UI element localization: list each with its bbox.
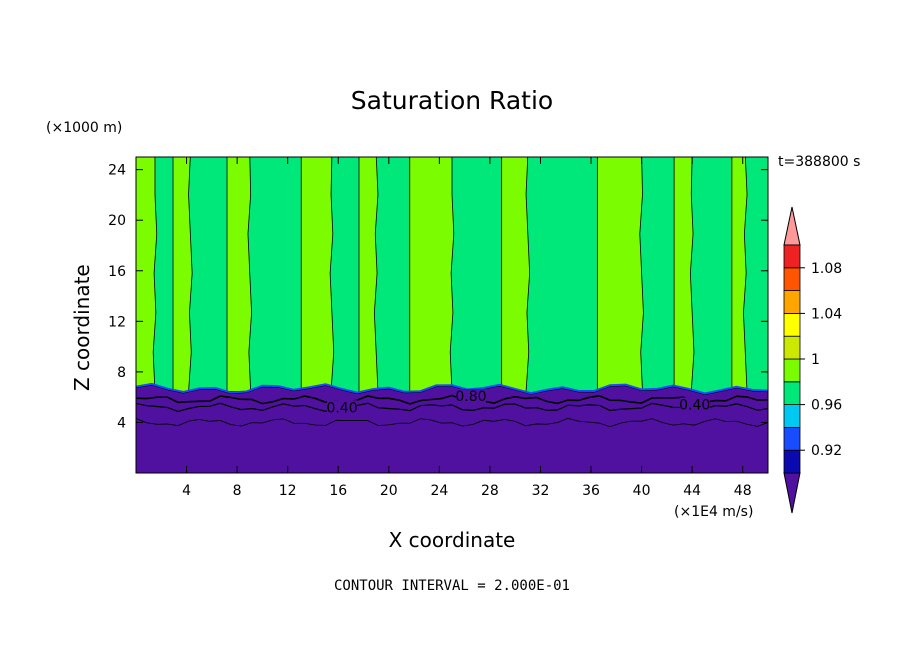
supersaturated-band: [226, 157, 252, 392]
x-tick-label: 4: [182, 483, 191, 499]
colorbar-label: 1: [811, 352, 820, 368]
contour-line: [136, 394, 768, 405]
chart-title: Saturation Ratio: [350, 86, 554, 115]
x-tick-label: 16: [329, 483, 347, 499]
colorbar-segment: [783, 449, 801, 474]
contour-label: 0.40: [679, 398, 710, 414]
x-tick-label: 44: [683, 483, 701, 499]
x-tick-label: 8: [233, 483, 242, 499]
supersaturated-band: [596, 157, 644, 392]
contour-label-bg: [679, 397, 710, 412]
plot-frame: [135, 156, 769, 474]
colorbar-extend-max: [783, 206, 801, 246]
colorbar-segment: [783, 267, 801, 291]
supersaturated-band: [136, 157, 158, 392]
supersaturated-band: [731, 157, 748, 392]
contour-label-bg: [455, 388, 486, 403]
colorbar-label: 1.04: [811, 306, 842, 322]
colorbar-segment: [783, 312, 801, 337]
contour-line: [136, 417, 768, 428]
y-tick-label: 4: [117, 415, 126, 431]
contour-label: 0.40: [326, 400, 357, 416]
colorbar-segment: [783, 426, 801, 451]
supersaturated-band: [358, 157, 379, 392]
y-tick-label: 20: [108, 213, 126, 229]
y-tick-label: 8: [117, 365, 126, 381]
x-tick-label: 12: [279, 483, 297, 499]
supersaturated-band: [409, 157, 455, 392]
contour-interval-note: CONTOUR INTERVAL = 2.000E-01: [333, 578, 570, 594]
supersaturated-band: [300, 157, 335, 392]
x-unit-label: (×1E4 m/s): [674, 504, 754, 520]
colorbar-segment: [783, 335, 801, 360]
colorbar-segment: [783, 404, 801, 428]
x-tick-label: 20: [380, 483, 398, 499]
supersaturated-band: [501, 157, 531, 392]
x-tick-label: 28: [481, 483, 499, 499]
y-tick-label: 12: [108, 314, 126, 330]
x-tick-label: 24: [430, 483, 448, 499]
colorbar-segment: [783, 358, 801, 383]
time-label: t=388800 s: [778, 154, 861, 170]
z-unit-label: (×1000 m): [46, 120, 123, 136]
colorbar-segment: [783, 290, 801, 314]
colorbar-segment: [783, 244, 801, 269]
colorbar-extend-min: [783, 472, 801, 514]
y-axis-label: Z coordinate: [70, 264, 94, 391]
colorbar-label: 0.92: [811, 443, 842, 459]
colorbar-segment: [783, 381, 801, 405]
contour-label: 0.80: [455, 389, 486, 405]
colorbar-label: 1.08: [811, 261, 842, 277]
x-axis-label: X coordinate: [388, 528, 516, 552]
x-tick-label: 40: [633, 483, 651, 499]
field-group: 0.40 0.80 0.40: [136, 157, 768, 473]
y-tick-label: 16: [108, 264, 126, 280]
x-tick-label: 32: [532, 483, 550, 499]
boundary-strip: [136, 382, 768, 395]
contour-label-bg: [327, 400, 358, 415]
colorbar-label: 0.96: [811, 398, 842, 414]
contour-line: [136, 402, 768, 413]
x-tick-label: 36: [582, 483, 600, 499]
y-tick-label: 24: [108, 163, 126, 179]
x-tick-label: 48: [734, 483, 752, 499]
